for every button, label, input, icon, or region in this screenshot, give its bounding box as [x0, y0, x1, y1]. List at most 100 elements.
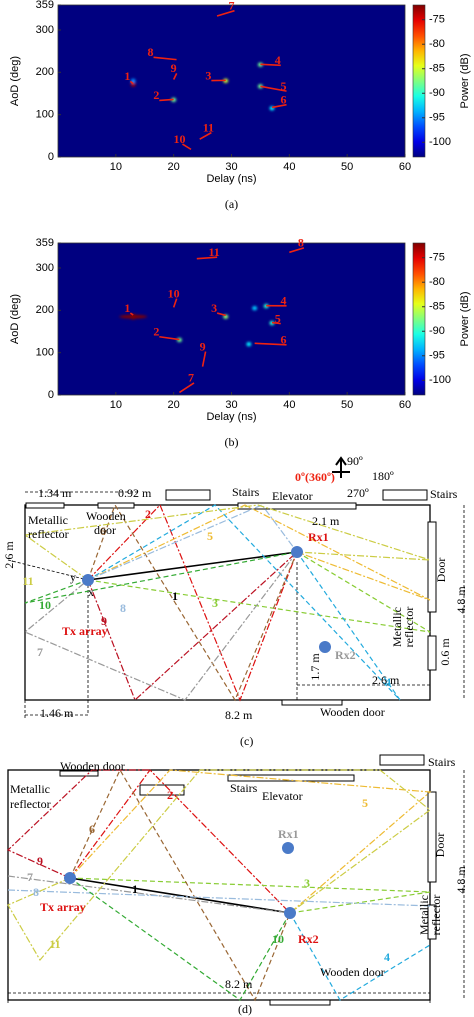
path-label: 7 — [27, 870, 33, 884]
colorbar-tick-label: -80 — [429, 276, 445, 288]
path-label: 7 — [37, 645, 43, 659]
receiver — [291, 546, 303, 558]
heat-point — [246, 341, 252, 347]
ray-path — [87, 503, 298, 702]
x-tick-label: 10 — [110, 399, 122, 411]
diagram-text: 0º(360º) — [295, 470, 335, 484]
x-tick-label: 20 — [168, 399, 180, 411]
ray-path — [7, 875, 291, 914]
x-tick-label: 30 — [225, 399, 237, 411]
diagram-text: Elevator — [262, 789, 303, 803]
ray-path — [87, 503, 298, 702]
diagram-text: Stairs — [430, 487, 458, 501]
annotation-arrow — [260, 85, 287, 92]
receiver — [284, 907, 296, 919]
room-feature — [281, 699, 343, 706]
annotation: 1 — [124, 301, 130, 315]
diagram-text: Door — [433, 833, 447, 858]
diagram-text: 180º — [372, 469, 394, 483]
room-feature — [237, 502, 357, 510]
annotation-arrow — [182, 143, 192, 151]
ray-path — [7, 769, 431, 962]
tx-array — [82, 574, 94, 586]
panel-label: (a) — [225, 197, 238, 211]
annotation: 2 — [153, 325, 159, 339]
annotation: 10 — [173, 132, 185, 146]
diagram-text: reflector — [10, 797, 51, 811]
receiver — [319, 641, 331, 653]
annotation-arrow — [172, 298, 178, 308]
annotation: 7 — [229, 0, 235, 12]
annotation: 1 — [124, 69, 130, 83]
path-label: 6 — [100, 524, 106, 538]
diagram-text: 2.6 m — [372, 673, 400, 687]
room-feature — [427, 791, 437, 883]
diagram-text: Stairs — [232, 485, 260, 499]
diagram-text: 2.6 m — [2, 541, 16, 569]
colorbar — [412, 242, 426, 396]
ray-path — [87, 504, 431, 601]
annotation-arrow — [271, 321, 281, 325]
diagram-text: x — [88, 585, 94, 599]
diagram-text: 4.8 m — [454, 866, 468, 894]
receiver — [282, 842, 294, 854]
annotation-arrow — [179, 382, 195, 394]
diagram-text: 90º — [347, 454, 363, 468]
path-label: 6 — [89, 822, 95, 836]
colorbar-tick-label: -100 — [429, 136, 451, 148]
colorbar-tick-label: -100 — [429, 374, 451, 386]
colorbar-tick-label: -95 — [429, 350, 445, 362]
annotation-arrow — [216, 9, 235, 17]
path-label: 9 — [101, 614, 107, 628]
annotation-arrow — [289, 247, 305, 254]
annotation-arrow — [196, 256, 218, 260]
path-label: 4 — [384, 950, 390, 964]
diagram-text: Metallic — [28, 513, 68, 527]
path-label: 5 — [207, 529, 213, 543]
annotation: 3 — [211, 301, 217, 315]
ray-path — [87, 504, 401, 701]
annotation-arrow — [271, 103, 287, 109]
x-axis-label: Delay (ns) — [206, 411, 256, 423]
annotation: 8 — [148, 45, 154, 59]
diagram-text: Elevator — [272, 489, 313, 503]
plot-background — [58, 243, 405, 395]
diagram-text: 1.7 m — [308, 653, 322, 681]
path-label: 2 — [145, 507, 151, 521]
room-feature — [269, 999, 331, 1006]
compass — [332, 456, 350, 478]
diagram-text: Rx1 — [308, 530, 329, 544]
ray-path — [24, 551, 298, 604]
path-label: 11 — [22, 574, 33, 588]
ray-path — [69, 877, 291, 1001]
room-feature — [382, 489, 428, 501]
x-tick-label: 50 — [341, 399, 353, 411]
diagram-text: 4.8 m — [454, 586, 468, 614]
ray-path — [7, 889, 431, 907]
colorbar-tick-label: -80 — [429, 38, 445, 50]
diagram-text: Wooden door — [320, 705, 385, 719]
diagram-text: Door — [434, 558, 448, 583]
colorbar-label: Power (dB) — [459, 291, 471, 346]
x-tick-label: 60 — [399, 399, 411, 411]
annotation-arrow — [254, 342, 287, 346]
ray-path — [69, 768, 291, 1002]
annotation: 6 — [281, 333, 287, 347]
diagram-text: Stairs — [230, 781, 258, 795]
y-tick-label: 100 — [36, 347, 54, 359]
y-tick-label: 0 — [48, 389, 54, 401]
diagram-text: door — [94, 523, 116, 537]
y-tick-label: 200 — [36, 66, 54, 78]
room-feature — [379, 754, 425, 766]
x-tick-label: 20 — [168, 161, 180, 173]
ray-path — [87, 551, 431, 633]
colorbar-tick-label: -90 — [429, 325, 445, 337]
diagram-text: Rx2 — [298, 932, 319, 946]
diagram-text: 8.2 m — [225, 708, 253, 722]
y-tick-label: 359 — [36, 237, 54, 249]
annotation: 10 — [168, 286, 180, 300]
x-tick-label: 60 — [399, 161, 411, 173]
room-feature — [25, 502, 65, 509]
diagram-text: (d) — [238, 1002, 252, 1016]
heat-points — [119, 303, 275, 347]
